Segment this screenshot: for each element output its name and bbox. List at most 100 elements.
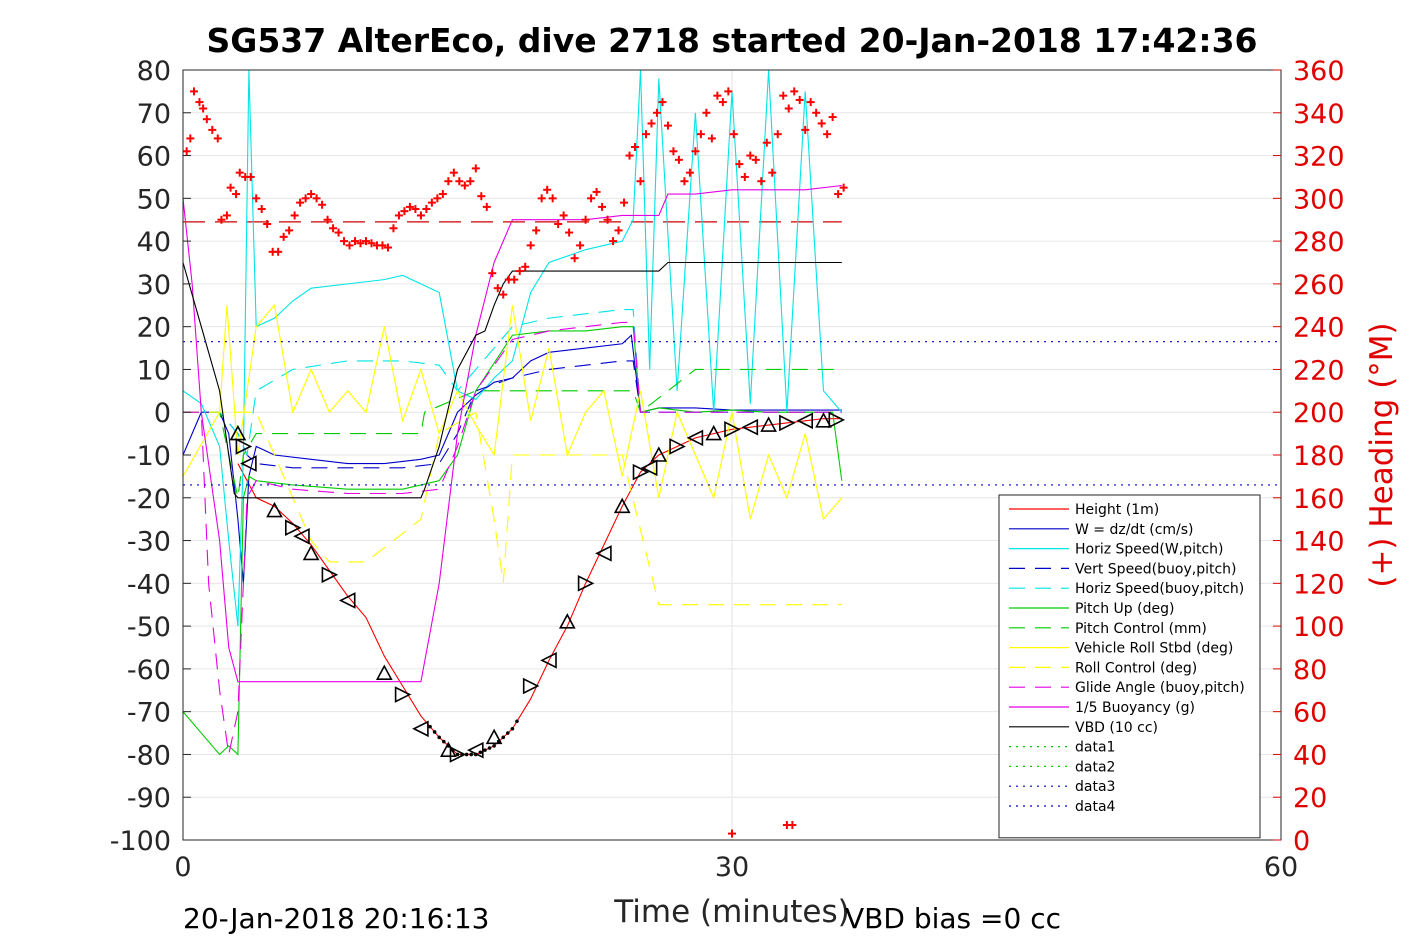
heading-marker [510,275,519,284]
y2-tick-label: 60 [1293,698,1327,729]
heading-marker [235,168,244,177]
y2-tick-label: 120 [1293,569,1345,600]
triangle-marker [449,746,467,763]
depth-sample-dot [437,735,442,740]
heading-marker [839,183,848,192]
x-tick-label: 60 [1264,852,1298,883]
y-tick-label: 0 [154,398,171,429]
heading-marker [812,108,821,117]
heading-marker [222,211,231,220]
heading-marker [817,119,826,128]
heading-marker [232,190,241,199]
heading-marker [263,220,272,228]
y2-tick-label: 340 [1293,99,1345,130]
heading-marker [795,95,804,104]
depth-sample-dot [441,739,446,744]
heading-marker [724,87,733,96]
heading-marker [257,205,266,214]
heading-marker [592,187,601,196]
heading-marker [312,194,321,203]
right-axis-label: (+) Heading (°M) [1364,322,1400,587]
heading-marker [252,194,261,203]
heading-marker [202,115,211,124]
heading-marker [477,192,486,201]
triangle-marker [669,438,686,455]
depth-sample-dot [492,744,496,748]
triangle-marker [760,416,777,432]
depth-sample-dot [451,748,455,752]
x-tick-label: 0 [174,852,191,883]
y2-tick-label: 280 [1293,227,1345,258]
heading-marker [834,190,843,199]
triangle-marker [266,501,283,518]
triangle-marker [828,411,846,429]
legend-label: Horiz Speed(buoy,pitch) [1075,581,1244,597]
triangle-marker [595,545,612,562]
y-tick-label: -70 [127,698,171,729]
axis-ticks: 0 30 6080706050403020100-10-20-30-40-50-60… [110,56,1345,883]
y-tick-label: 10 [137,355,171,386]
heading-marker [389,224,398,233]
triangle-marker [705,424,723,441]
heading-marker [609,237,618,246]
legend-label: Vert Speed(buoy,pitch) [1075,561,1237,577]
heading-marker [279,232,288,241]
depth-sample-dot [501,735,506,740]
legend-label: Horiz Speed(W,pitch) [1075,542,1223,558]
y2-tick-label: 0 [1293,826,1310,857]
series-line-1-5-buoyancy-g [183,184,842,683]
heading-marker [554,220,563,228]
heading-marker [405,202,414,211]
heading-marker [186,134,195,143]
y-tick-label: 60 [137,142,171,173]
triangle-marker [412,720,429,738]
heading-marker [323,215,332,224]
triangle-marker [741,418,759,436]
triangle-marker [779,414,796,432]
heading-marker [521,262,530,271]
heading-marker [729,130,738,139]
legend-label: Glide Angle (buoy,pitch) [1075,680,1245,696]
heading-marker [757,177,766,186]
legend-label: data2 [1075,759,1115,775]
legend-label: Height (1m) [1075,502,1159,518]
y-tick-label: -50 [127,612,171,643]
triangle-marker [640,459,658,477]
heading-marker [444,177,453,186]
x-axis-label: Time (minutes) [613,894,849,930]
y2-tick-label: 360 [1293,56,1345,87]
y2-tick-label: 80 [1293,655,1327,686]
series-line-w-dz-dt-cm-s [183,334,842,584]
triangle-markers [229,411,846,763]
heading-marker [537,194,546,203]
heading-marker [526,241,535,250]
heading-marker [625,151,634,160]
depth-sample-dot [487,746,492,750]
triangle-marker [540,652,557,669]
heading-marker [548,194,557,203]
legend-label: Pitch Control (mm) [1075,621,1207,637]
heading-marker [762,138,771,147]
heading-marker [828,113,837,122]
heading-marker [345,241,354,250]
legend-label: 1/5 Buoyancy (g) [1075,700,1195,716]
heading-marker [680,177,689,186]
series-line-horiz-speed-w-pitch [183,70,843,627]
heading-marker [246,172,255,181]
y-tick-label: -30 [127,527,171,558]
heading-marker [449,168,458,177]
legend-label: Vehicle Roll Stbd (deg) [1075,641,1233,657]
heading-marker [806,98,815,107]
heading-marker [543,185,552,194]
heading-markers [182,87,848,838]
y2-tick-label: 160 [1293,484,1345,515]
y-tick-label: -20 [127,484,171,515]
triangle-marker [394,686,412,703]
heading-marker [394,211,403,220]
heading-marker [663,121,672,130]
heading-marker [195,98,204,107]
heading-marker [482,202,491,211]
depth-sample-dot [506,731,510,735]
depth-sample-dot [455,752,460,757]
